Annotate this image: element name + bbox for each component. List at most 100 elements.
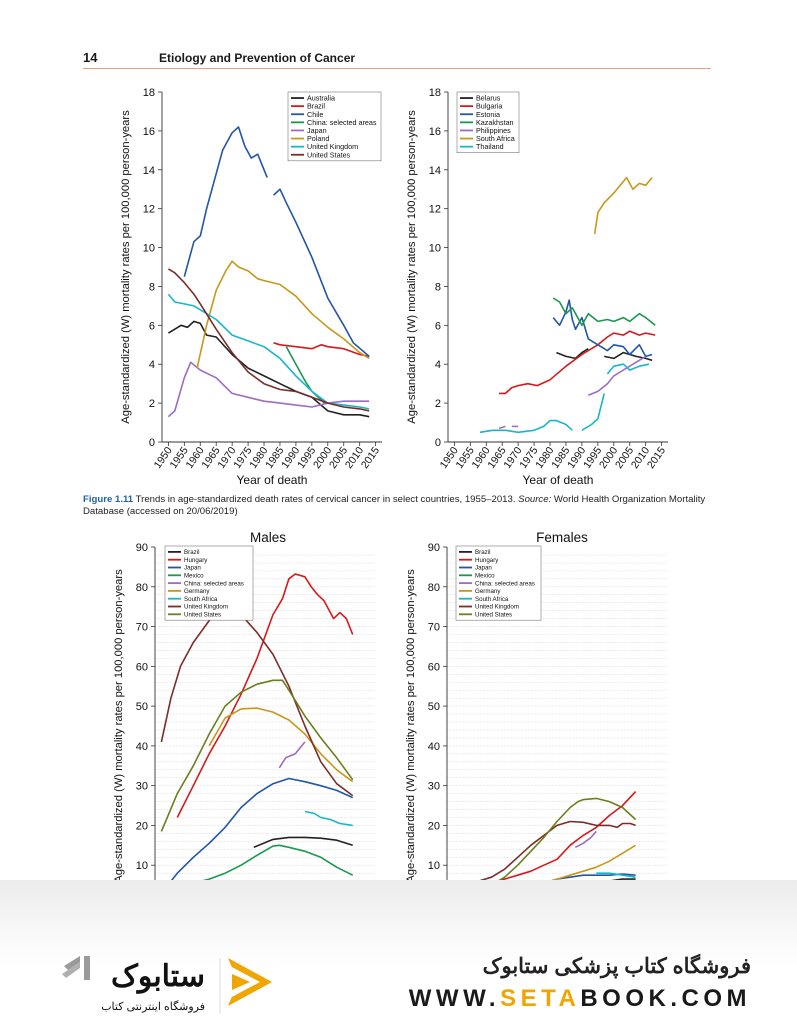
- legend-label: Mexico: [475, 572, 495, 579]
- chart-title: Females: [536, 530, 588, 545]
- y-tick-label: 4: [149, 359, 155, 371]
- legend-label: United Kingdom: [184, 604, 228, 611]
- series-line: [273, 342, 370, 358]
- y-tick-label: 8: [435, 281, 441, 293]
- series-line: [491, 791, 637, 884]
- url-prefix: WWW.: [408, 985, 501, 1012]
- figure-label: Figure 1.11: [83, 494, 134, 505]
- series-line: [160, 777, 354, 894]
- series-estonia: [552, 299, 653, 358]
- legend-label: China: selected areas: [307, 118, 377, 127]
- y-tick-label: 30: [428, 781, 440, 793]
- legend-label: United Kingdom: [475, 604, 519, 611]
- running-title: Etiology and Prevention of Cancer: [159, 51, 356, 65]
- header-rule: [83, 68, 711, 69]
- series-united-kingdom: [478, 820, 636, 882]
- legend-label: Japan: [475, 565, 492, 572]
- legend-label: United Kingdom: [307, 142, 358, 151]
- legend-label: South Africa: [475, 596, 509, 603]
- y-tick-label: 14: [429, 165, 441, 177]
- y-axis-title: Age-standardized (W) mortality rates per…: [406, 110, 418, 424]
- series-line: [606, 363, 650, 375]
- y-tick-label: 60: [136, 661, 148, 673]
- series-line: [304, 810, 353, 827]
- setabook-logo-mark-icon: ستابوک فروشگاه اینترنتی کتاب: [62, 956, 272, 1014]
- y-tick-label: 80: [136, 582, 148, 594]
- series-line: [176, 573, 354, 818]
- y-tick-label: 18: [143, 87, 155, 99]
- legend-label: Germany: [475, 588, 501, 595]
- legend-label: South Africa: [476, 134, 515, 143]
- y-tick-label: 0: [435, 437, 441, 449]
- shop-url[interactable]: WWW.SETABOOK.COM: [409, 985, 751, 1013]
- setabook-logo[interactable]: ستابوک فروشگاه اینترنتی کتاب: [60, 952, 280, 1022]
- y-axis-title: Age-standardized (W) mortality rates per…: [405, 569, 417, 883]
- legend-label: Philippines: [476, 126, 511, 135]
- y-axis-title: Age-standardized (W) mortality rates per…: [113, 569, 125, 883]
- shop-name: فروشگاه کتاب پزشکی ستابوک: [482, 955, 751, 978]
- series-china-selected-areas: [278, 741, 306, 769]
- x-axis-title: Year of death: [237, 473, 308, 487]
- legend-label: Japan: [307, 126, 327, 135]
- legend-label: China: selected areas: [475, 580, 535, 587]
- series-line: [196, 260, 370, 369]
- url-accent: SETA: [500, 985, 581, 1012]
- logo-subtitle: فروشگاه اینترنتی کتاب: [101, 1000, 205, 1013]
- series-line: [593, 176, 653, 235]
- legend-label: Mexico: [184, 572, 204, 579]
- series-line: [552, 297, 656, 327]
- series-line: [208, 707, 354, 783]
- legend-label: United States: [184, 611, 221, 618]
- series-germany: [208, 707, 354, 783]
- series-thailand: [479, 363, 650, 434]
- caption-source-text: World Health Organization Mortality Data…: [83, 494, 706, 517]
- y-tick-label: 20: [136, 820, 148, 832]
- y-axis-title: Age-standardized (W) mortality rates per…: [120, 110, 132, 424]
- url-suffix: BOOK.COM: [580, 985, 751, 1012]
- legend-label: United States: [307, 150, 351, 159]
- series-line: [167, 361, 370, 418]
- series-line: [278, 741, 306, 769]
- series-bulgaria: [499, 330, 656, 395]
- y-tick-label: 90: [428, 542, 440, 554]
- y-tick-label: 6: [149, 320, 155, 332]
- series-line: [183, 126, 268, 277]
- legend-label: Bulgaria: [476, 102, 502, 111]
- legend-label: Japan: [184, 565, 201, 572]
- legend: BelarusBulgariaEstoniaKazakhstanPhilippi…: [456, 91, 520, 154]
- y-tick-label: 70: [136, 622, 148, 634]
- legend-label: Hungary: [475, 557, 499, 564]
- legend-label: Brazil: [307, 102, 325, 111]
- series-chile: [183, 126, 370, 358]
- series-south-africa: [304, 810, 353, 827]
- series-united-states: [160, 679, 354, 832]
- caption-source-label: Source:: [518, 494, 552, 505]
- y-tick-label: 50: [136, 701, 148, 713]
- legend-label: Kazakhstan: [476, 118, 514, 127]
- y-tick-label: 60: [428, 661, 440, 673]
- series-hungary: [491, 791, 637, 884]
- series-line: [160, 679, 354, 832]
- legend-label: Brazil: [184, 549, 199, 556]
- y-tick-label: 16: [429, 126, 441, 138]
- y-tick-label: 40: [136, 741, 148, 753]
- series-line: [273, 188, 370, 358]
- legend-box: [287, 91, 382, 162]
- series-line: [587, 355, 647, 397]
- legend-label: Estonia: [476, 110, 500, 119]
- series-united-kingdom: [160, 609, 354, 797]
- legend-label: United States: [475, 611, 512, 618]
- legend-label: Poland: [307, 134, 329, 143]
- y-tick-label: 16: [143, 126, 155, 138]
- page-number: 14: [83, 50, 98, 65]
- series-line: [167, 293, 370, 410]
- series-hungary: [176, 573, 354, 818]
- legend-label: Chile: [307, 110, 323, 119]
- series-united-states: [167, 268, 370, 412]
- footer-banner: [0, 880, 797, 1023]
